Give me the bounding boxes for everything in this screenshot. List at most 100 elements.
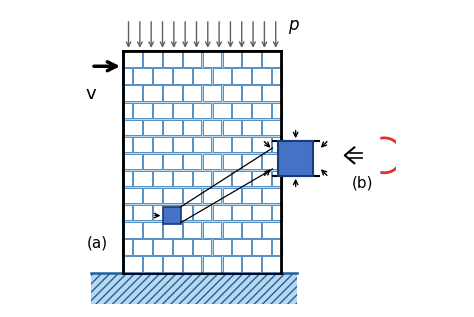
Bar bbox=[173, 171, 191, 186]
Bar bbox=[124, 222, 142, 237]
Bar bbox=[133, 205, 152, 220]
Bar bbox=[232, 103, 251, 118]
Bar bbox=[133, 171, 152, 186]
Bar bbox=[232, 137, 251, 152]
Bar bbox=[124, 256, 142, 272]
Bar bbox=[223, 51, 241, 67]
Bar bbox=[213, 205, 231, 220]
Bar bbox=[272, 171, 281, 186]
Bar bbox=[213, 103, 231, 118]
Bar bbox=[173, 205, 191, 220]
Text: v: v bbox=[86, 85, 97, 103]
Bar bbox=[203, 120, 221, 135]
Bar bbox=[252, 137, 271, 152]
Bar bbox=[143, 120, 162, 135]
Bar bbox=[173, 103, 191, 118]
Bar bbox=[122, 188, 124, 204]
Bar bbox=[133, 103, 152, 118]
Text: (a): (a) bbox=[87, 236, 108, 250]
Bar bbox=[143, 188, 162, 204]
Bar bbox=[124, 137, 132, 152]
Bar bbox=[278, 141, 313, 176]
Bar bbox=[203, 51, 221, 67]
Bar bbox=[262, 222, 281, 237]
Bar bbox=[262, 51, 281, 67]
Bar bbox=[281, 188, 282, 204]
Bar bbox=[164, 207, 181, 224]
Bar bbox=[281, 120, 282, 135]
Bar bbox=[242, 222, 261, 237]
Text: (b): (b) bbox=[351, 175, 373, 190]
Bar bbox=[252, 68, 271, 84]
Bar bbox=[163, 188, 182, 204]
Bar bbox=[232, 171, 251, 186]
Bar bbox=[223, 154, 241, 169]
Bar bbox=[124, 188, 142, 204]
Bar bbox=[153, 68, 172, 84]
Bar bbox=[163, 154, 182, 169]
Bar bbox=[143, 86, 162, 101]
Bar bbox=[213, 239, 231, 255]
Bar bbox=[183, 222, 201, 237]
Bar bbox=[122, 120, 124, 135]
Bar bbox=[193, 137, 211, 152]
Bar bbox=[122, 256, 124, 272]
Bar bbox=[153, 137, 172, 152]
Bar bbox=[272, 103, 281, 118]
Bar bbox=[173, 68, 191, 84]
Bar bbox=[223, 188, 241, 204]
Bar bbox=[272, 137, 281, 152]
Bar bbox=[262, 154, 281, 169]
Bar bbox=[123, 51, 282, 273]
Bar bbox=[143, 256, 162, 272]
Bar bbox=[242, 188, 261, 204]
Bar bbox=[124, 86, 142, 101]
Bar bbox=[124, 171, 132, 186]
Text: p: p bbox=[288, 16, 298, 34]
Bar bbox=[281, 154, 282, 169]
Bar bbox=[262, 188, 281, 204]
Bar bbox=[163, 256, 182, 272]
Bar bbox=[193, 205, 211, 220]
Bar bbox=[193, 103, 211, 118]
Bar bbox=[203, 222, 221, 237]
Bar bbox=[252, 171, 271, 186]
Bar bbox=[91, 273, 297, 304]
Bar bbox=[281, 51, 282, 67]
Bar bbox=[242, 51, 261, 67]
Bar bbox=[163, 86, 182, 101]
Bar bbox=[122, 154, 124, 169]
Bar bbox=[124, 205, 132, 220]
Bar bbox=[281, 86, 282, 101]
Bar bbox=[272, 68, 281, 84]
Bar bbox=[183, 188, 201, 204]
Bar bbox=[213, 171, 231, 186]
Bar bbox=[153, 205, 172, 220]
Bar bbox=[153, 103, 172, 118]
Bar bbox=[124, 239, 132, 255]
Bar bbox=[213, 137, 231, 152]
Bar bbox=[193, 239, 211, 255]
Bar bbox=[124, 120, 142, 135]
Bar bbox=[232, 68, 251, 84]
Bar bbox=[223, 86, 241, 101]
Bar bbox=[281, 222, 282, 237]
Bar bbox=[153, 171, 172, 186]
Bar bbox=[193, 171, 211, 186]
Bar bbox=[281, 256, 282, 272]
Bar bbox=[262, 256, 281, 272]
Bar bbox=[242, 86, 261, 101]
Bar bbox=[262, 120, 281, 135]
Bar bbox=[272, 239, 281, 255]
Bar bbox=[193, 68, 211, 84]
Bar bbox=[223, 120, 241, 135]
Bar bbox=[143, 222, 162, 237]
Bar bbox=[122, 86, 124, 101]
Bar bbox=[223, 256, 241, 272]
Bar bbox=[122, 222, 124, 237]
Bar bbox=[124, 68, 132, 84]
Bar bbox=[133, 137, 152, 152]
Bar bbox=[183, 86, 201, 101]
Bar bbox=[232, 239, 251, 255]
Bar bbox=[203, 86, 221, 101]
